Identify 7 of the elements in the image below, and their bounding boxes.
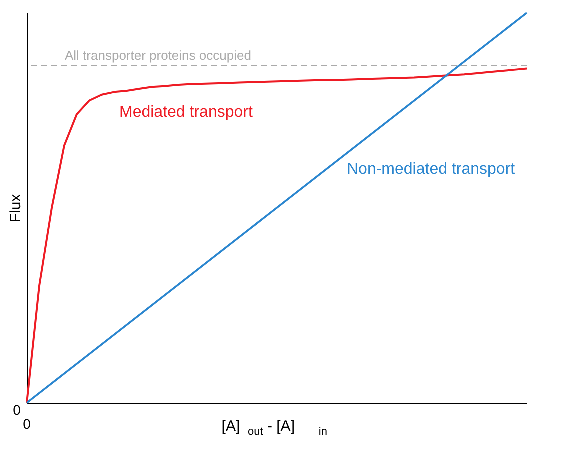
ref-line-label: All transporter proteins occupied: [65, 48, 252, 64]
text: 0: [13, 402, 22, 418]
text: 0: [23, 416, 32, 432]
text: [A]out - [A]in: [222, 418, 328, 438]
y-axis-title: Flux: [8, 194, 24, 223]
series-label: Non-mediated transport: [347, 161, 516, 178]
series-label: Mediated transport: [120, 104, 254, 122]
